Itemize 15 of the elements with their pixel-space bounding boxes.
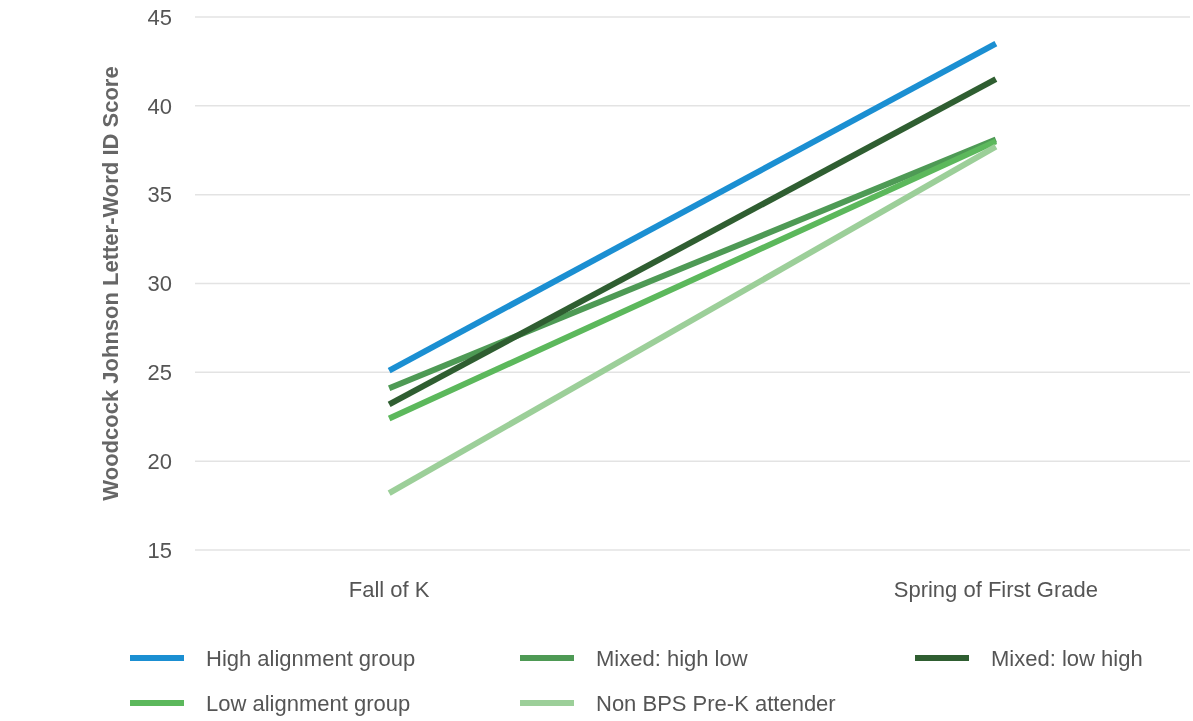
legend-label: Mixed: high low bbox=[596, 645, 748, 671]
legend-label: Low alignment group bbox=[206, 690, 411, 716]
x-tick-label: Spring of First Grade bbox=[893, 577, 1098, 602]
y-tick-label: 30 bbox=[147, 271, 172, 297]
y-tick-label: 20 bbox=[147, 448, 172, 474]
legend-label: High alignment group bbox=[206, 645, 416, 671]
y-tick-label: 35 bbox=[147, 182, 172, 208]
y-tick-label: 15 bbox=[147, 537, 172, 563]
y-axis-title: Woodcock Johnson Letter-Word ID Score bbox=[98, 66, 123, 501]
x-tick-label: Fall of K bbox=[348, 577, 430, 602]
y-tick-label: 45 bbox=[147, 4, 172, 30]
legend-label: Mixed: low high bbox=[991, 645, 1143, 671]
y-tick-label: 40 bbox=[147, 93, 172, 119]
legend-label: Non BPS Pre-K attender bbox=[596, 690, 836, 716]
y-tick-label: 25 bbox=[147, 360, 172, 386]
